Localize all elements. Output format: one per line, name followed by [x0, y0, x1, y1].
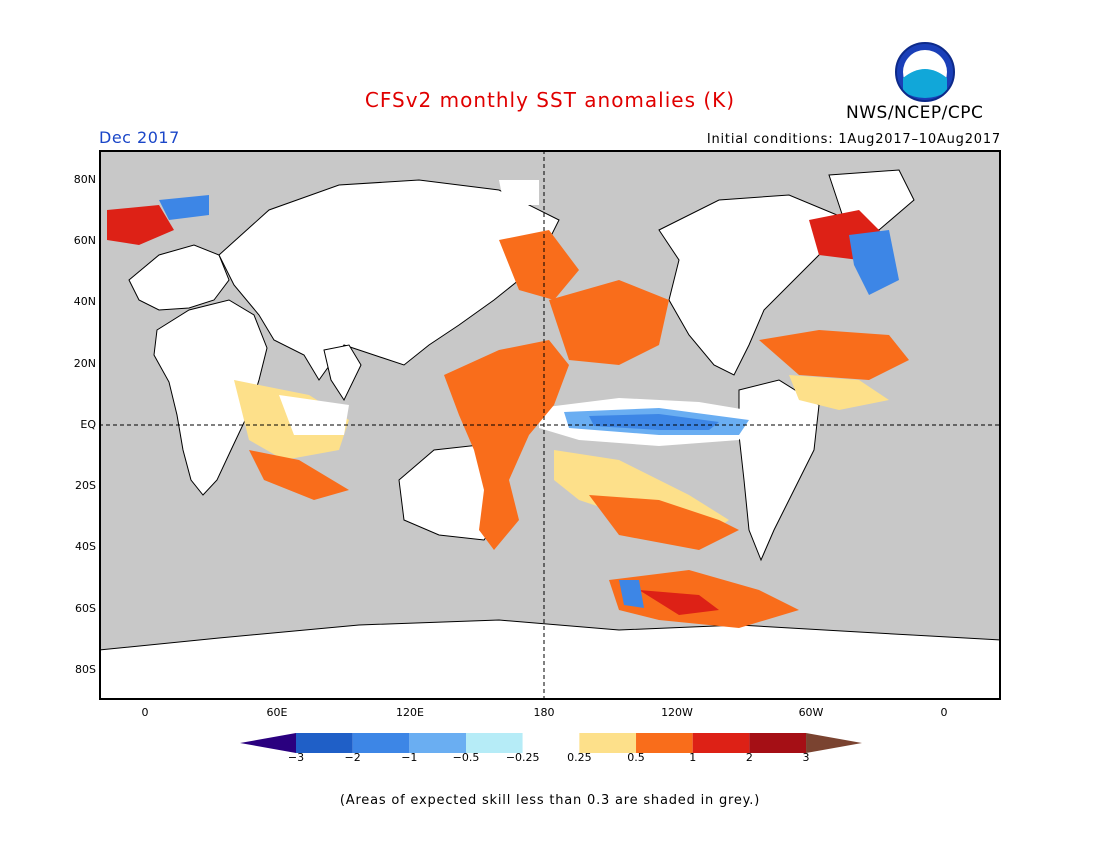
lat-label: 60N	[73, 234, 96, 247]
warm-north-pacific	[549, 280, 669, 365]
lon-label: 120E	[396, 706, 424, 719]
warm-south-pacific	[589, 495, 739, 550]
lon-label: 60W	[798, 706, 824, 719]
legend-tick-label: −1	[401, 751, 418, 764]
lon-label: 60E	[266, 706, 288, 719]
legend-tick-label: −0.5	[452, 751, 480, 764]
legend-tick-label: −2	[344, 751, 361, 764]
anomaly-patches	[107, 180, 909, 628]
color-legend	[240, 733, 862, 753]
lat-label: 40S	[75, 540, 96, 553]
lat-label: EQ	[80, 418, 96, 431]
legend-cell	[749, 733, 807, 753]
legend-tick-label: 1	[689, 751, 697, 764]
lon-label: 180	[533, 706, 555, 719]
cold-tongue-core	[589, 414, 719, 430]
barents-cold	[159, 195, 209, 220]
southern-ocean-hot	[639, 590, 719, 615]
legend-cell	[692, 733, 750, 753]
india	[323, 344, 362, 402]
lat-label: 20N	[73, 357, 96, 370]
legend-cell	[806, 733, 862, 753]
europe	[128, 244, 230, 311]
sst-anomaly-map	[99, 150, 1001, 700]
chart-title: CFSv2 monthly SST anomalies (K)	[364, 88, 736, 112]
lat-label: 40N	[73, 295, 96, 308]
lon-label: 0	[141, 706, 149, 719]
initial-conditions: Initial conditions: 1Aug2017–10Aug2017	[706, 132, 1001, 147]
lon-label: 120W	[661, 706, 693, 719]
noaa-logo: NOAA	[895, 42, 955, 102]
warm-pool-central	[444, 340, 569, 550]
legend-cell	[522, 733, 580, 753]
legend-cell	[240, 733, 296, 753]
asia	[218, 179, 560, 381]
north-atlantic-warm	[759, 330, 909, 380]
north-atlantic-cold	[849, 230, 899, 295]
legend-cell	[409, 733, 467, 753]
skill-footnote: (Areas of expected skill less than 0.3 a…	[339, 793, 761, 808]
lat-label: 80N	[73, 173, 96, 186]
north-america	[658, 194, 850, 376]
legend-cell	[579, 733, 637, 753]
legend-cell	[296, 733, 353, 753]
southern-ocean-cold	[619, 580, 644, 608]
arctic-neutral-1	[499, 180, 539, 205]
legend-tick-label: 0.5	[627, 751, 645, 764]
indian-ocean-warm	[249, 450, 349, 500]
legend-cell	[352, 733, 410, 753]
organization-label: NWS/NCEP/CPC	[846, 103, 984, 123]
legend-tick-label: 3	[802, 751, 810, 764]
lat-label: 80S	[75, 663, 96, 676]
lon-label: 0	[940, 706, 948, 719]
legend-tick-label: −3	[287, 751, 305, 764]
barents-hot	[107, 205, 174, 245]
tropical-atlantic-light	[789, 375, 889, 410]
lat-label: 20S	[75, 479, 96, 492]
warm-kuroshio	[499, 230, 579, 300]
map-frame	[99, 150, 1001, 700]
legend-tick-label: 0.25	[567, 751, 592, 764]
forecast-period: Dec 2017	[99, 128, 180, 147]
legend-tick-label: 2	[745, 751, 753, 764]
legend-cell	[466, 733, 523, 753]
lat-label: 60S	[75, 602, 96, 615]
noaa-logo-text: NOAA	[911, 55, 940, 65]
africa	[153, 299, 268, 496]
legend-tick-label: −0.25	[505, 751, 540, 764]
legend-cell	[636, 733, 693, 753]
